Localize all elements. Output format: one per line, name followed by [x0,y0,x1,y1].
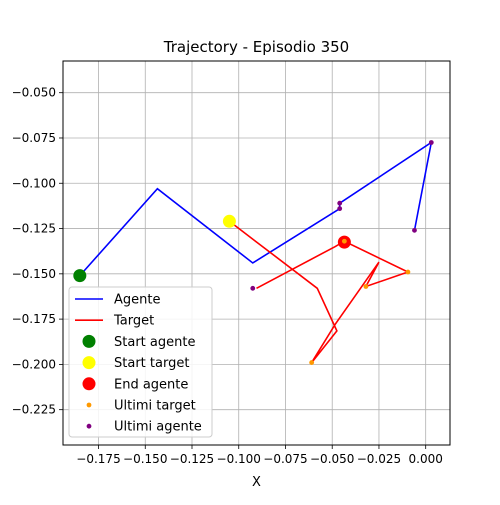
legend-label-ultimi-target: Ultimi target [114,399,196,414]
y-tick-label: −0.100 [12,176,56,190]
legend-label-end-agente: End agente [114,377,188,392]
x-tick-label: −0.125 [170,452,214,466]
marker-ultimi-target [309,360,315,365]
legend-label-start-agente: Start agente [114,335,195,350]
y-tick-label: −0.125 [12,222,56,236]
marker-ultimi-agente [337,206,343,212]
marker-ultimi-agente [412,227,417,233]
y-tick-label: −0.200 [12,357,56,371]
marker-ultimi-agente [250,285,256,291]
y-tick-label: −0.150 [12,267,56,281]
x-axis-label: X [252,475,261,490]
legend-box [68,286,213,438]
legend-label-ultimi-agente: Ultimi agente [114,420,202,435]
legend-swatch-ultimi-agente [86,423,92,429]
marker-ultimi-target [405,269,411,275]
legend-swatch-start-target [82,356,96,370]
marker-ultimi-target [363,284,369,289]
y-tick-label: −0.225 [12,403,56,417]
y-tick-label: −0.075 [12,131,56,145]
legend: Agente Target Start agente Start target End … [68,286,213,438]
x-tick-label: 0.000 [409,452,443,466]
axis-ticks: −0.175 −0.150 −0.125 −0.100 −0.075 −0.050 −0.0… [12,86,443,466]
marker-ultimi-agente [428,140,434,145]
plot-data [73,140,434,365]
x-tick-label: −0.075 [263,452,307,466]
marker-start-target [222,214,236,228]
marker-ultimi-agente [337,200,343,206]
marker-start-agente [73,269,87,283]
grid [63,61,450,445]
x-tick-label: −0.100 [217,452,261,466]
y-tick-label: −0.175 [12,312,56,326]
x-tick-label: −0.025 [357,452,401,466]
legend-label-target: Target [113,314,154,329]
chart-title: Trajectory - Episodio 350 [163,38,349,56]
legend-swatch-start-agente [82,334,96,348]
x-tick-label: −0.050 [310,452,354,466]
legend-swatch-ultimi-target [86,402,92,408]
legend-swatch-end-agente [82,377,96,391]
x-tick-label: −0.175 [76,452,120,466]
x-tick-label: −0.150 [123,452,167,466]
legend-label-agente: Agente [114,293,160,308]
y-tick-label: −0.050 [12,86,56,100]
marker-ultimi-target [341,238,347,244]
axes-frame [62,60,451,446]
legend-label-start-target: Start target [114,356,189,371]
